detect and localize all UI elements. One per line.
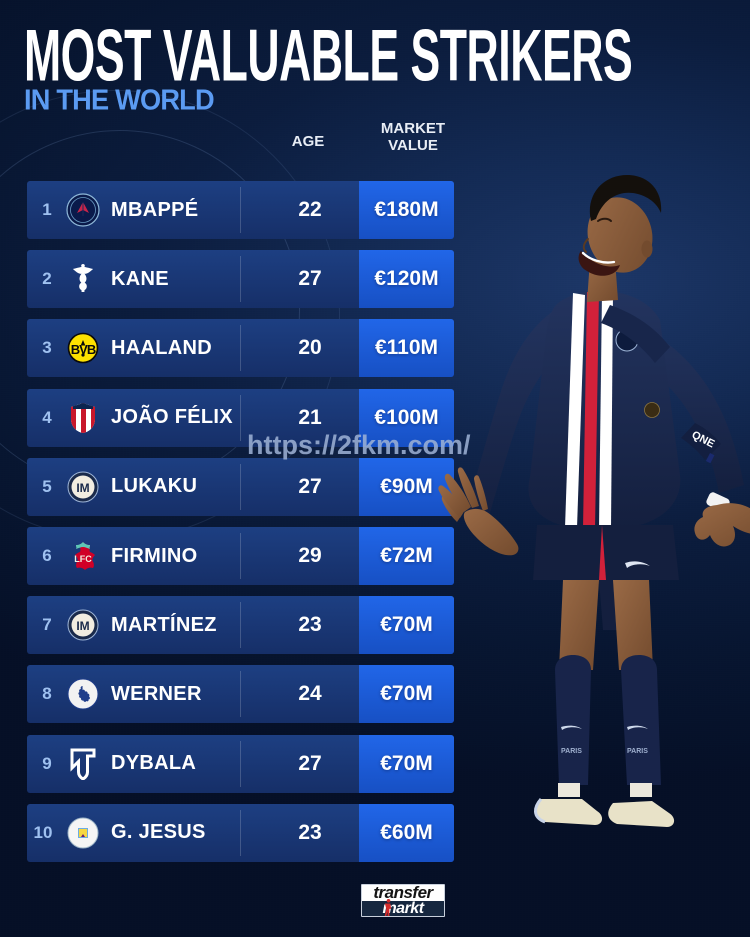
svg-text:PARIS: PARIS <box>627 748 648 755</box>
svg-text:LFC: LFC <box>74 554 92 564</box>
svg-text:IM: IM <box>76 481 89 495</box>
svg-text:PARIS: PARIS <box>561 748 582 755</box>
svg-text:IM: IM <box>76 619 89 633</box>
